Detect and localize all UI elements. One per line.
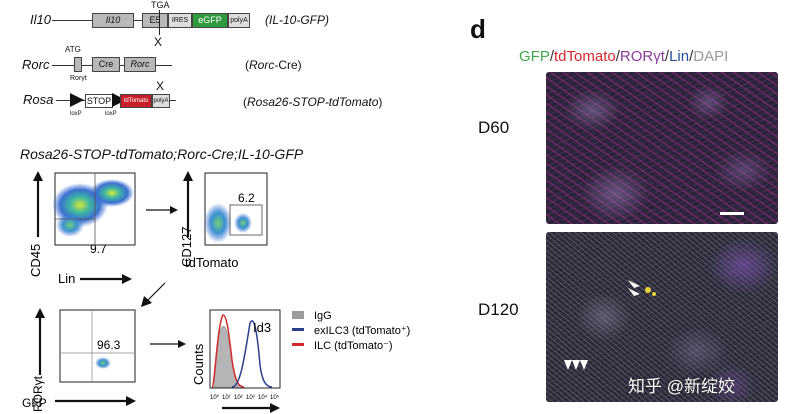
plot1-gate-value: 9.7: [90, 242, 107, 256]
legend-swatch-ilc: [292, 343, 304, 346]
rosa-italic: Rosa26-STOP-tdTomato: [247, 95, 379, 109]
timepoint-d120-label: D120: [478, 300, 519, 319]
plot3-x-arrowhead: [126, 396, 136, 406]
stain-sep-3: /: [664, 48, 670, 65]
stain-sep-4: /: [689, 48, 694, 65]
hist-xtick-3: 10³: [246, 395, 255, 401]
plot1-density-lower: [56, 213, 84, 237]
polya-box: polyA: [228, 13, 250, 28]
stain-sep-2: /: [615, 48, 620, 65]
legend-label-exilc3: exILC3 (tdTomato⁺): [314, 325, 410, 337]
plot3-ylabel: RORγt: [31, 375, 45, 412]
micrograph-d120: [546, 232, 778, 402]
cre-box: Cre: [92, 57, 120, 72]
plot2-y-arrowhead: [183, 171, 193, 181]
plot2-ylabel: CD127: [179, 227, 194, 267]
stop-box: STOP: [85, 94, 113, 108]
arrow-marker-lower: [564, 360, 588, 370]
plot1-xlabel: Lin: [58, 271, 75, 286]
hist-xtick-5: 10⁵: [270, 394, 280, 401]
plot1-density-upper: [90, 179, 134, 207]
flow-arrowhead-2-3: [141, 296, 152, 307]
rorgt-isoform-label: Rorγt: [70, 75, 87, 82]
rorc-cre-italic: Rorc: [249, 58, 275, 72]
stain-tdtomato: tdTomato: [554, 48, 616, 65]
flow-arrowhead-1-2: [170, 206, 178, 214]
micrograph-d60: [546, 72, 778, 224]
plot2-density-pos: [234, 213, 252, 233]
hist-ilc-curve: [211, 314, 245, 388]
stop-marker-line: [159, 10, 160, 35]
genotype-title: Rosa26-STOP-tdTomato;Rorc-Cre;IL-10-GFP: [20, 146, 304, 162]
arrow-marker-upper: [628, 280, 656, 296]
hist-xtick-4: 10⁴: [258, 394, 268, 401]
e5-exon-box: E5: [142, 13, 168, 28]
legend-label-ilc: ILC (tdTomato⁻): [314, 340, 393, 352]
hist-xtick-2: 10²: [234, 395, 243, 401]
hist-x-arrowhead: [270, 403, 280, 413]
flow-plot-cd45-lin: 9.7 CD45 Lin: [28, 171, 136, 286]
flow-arrowhead-3-4: [178, 340, 186, 348]
stain-dapi: DAPI: [693, 48, 729, 65]
stain-lin: Lin: [669, 48, 690, 65]
rosa-cross-mark: X: [156, 79, 165, 93]
rosa-construct-name: (Rosa26-STOP-tdTomato): [243, 95, 383, 109]
rorc-gene-label: Rorc: [22, 57, 50, 72]
hist-xtick-1: 10¹: [222, 395, 231, 401]
flow-cytometry-panel: 9.7 CD45 Lin 6.2 CD127 tdTomato 96.3 ROR…: [22, 171, 410, 413]
plot3-y-arrowhead: [35, 308, 45, 318]
atg-start-codon-label: ATG: [65, 45, 81, 54]
il10-gene-label: Il10: [30, 12, 51, 27]
legend-swatch-exilc3: [292, 328, 304, 331]
cross-mark: X: [154, 35, 163, 49]
plot1-ylabel: CD45: [28, 244, 43, 277]
timepoint-d60-label: D60: [478, 118, 510, 137]
plot3-frame: [59, 309, 136, 383]
il10-construct-name: (IL-10-GFP): [265, 13, 330, 27]
flow-arrow-2-3: [147, 282, 166, 301]
rosa-gene-label: Rosa: [23, 92, 54, 107]
flow-plot-rorgt-gfp: 96.3 RORγt GFP: [22, 308, 136, 412]
hist-title: Id3: [253, 320, 271, 335]
loxp-triangle-2: [112, 93, 126, 107]
tdtomato-box: tdTomato: [120, 94, 152, 108]
plot3-gate-value: 96.3: [97, 338, 121, 352]
plot1-y-arrowhead: [33, 171, 43, 181]
hist-exilc3-curve: [231, 320, 273, 388]
ires-box: IRES: [168, 13, 192, 28]
flow-plot-cd127-tdtomato: 6.2 CD127 tdTomato: [179, 171, 268, 270]
watermark: 知乎 @新绽姣: [628, 377, 735, 396]
egfp-box: eGFP: [192, 13, 228, 28]
il10-exon-box: Il10: [92, 13, 134, 28]
plot2-gate-value: 6.2: [238, 191, 255, 205]
legend-swatch-igg: [292, 311, 304, 319]
hist-ylabel: Counts: [191, 343, 206, 385]
hist-xtick-0: 10⁰: [210, 394, 220, 401]
plot3-density: [95, 357, 111, 369]
tga-stop-codon-label: TGA: [151, 0, 170, 10]
panel-letter-d: d: [470, 14, 486, 44]
hist-legend: IgG exILC3 (tdTomato⁺) ILC (tdTomato⁻): [292, 310, 410, 352]
scale-bar: [720, 212, 744, 215]
loxp-triangle-1: [70, 93, 84, 107]
rorc-construct-name: (Rorc-Cre): [245, 58, 302, 72]
id3-histogram: Id3 Counts 10⁰ 10¹ 10² 10³ 10⁴ 10⁵: [191, 309, 281, 413]
legend-label-igg: IgG: [314, 310, 332, 322]
rorc-first-exon: [74, 57, 82, 72]
stain-gfp: GFP: [519, 48, 550, 65]
stain-rorgt: RORγt: [619, 48, 665, 65]
plot2-density-neg: [204, 203, 232, 243]
rorc-exon-box: Rorc: [124, 57, 156, 72]
plot2-gate: [229, 204, 263, 236]
stain-sep-1: /: [549, 48, 555, 65]
stain-legend: GFP/tdTomato/RORγt/Lin/DAPI: [519, 48, 728, 65]
plot2-xlabel: tdTomato: [185, 255, 238, 270]
loxp-label-2: loxP: [105, 111, 117, 117]
plot1-x-arrowhead: [122, 274, 132, 284]
loxp-label-1: loxP: [70, 111, 82, 117]
plot3-xlabel: GFP: [22, 396, 47, 410]
rosa-polya-box: polyA: [152, 94, 170, 108]
